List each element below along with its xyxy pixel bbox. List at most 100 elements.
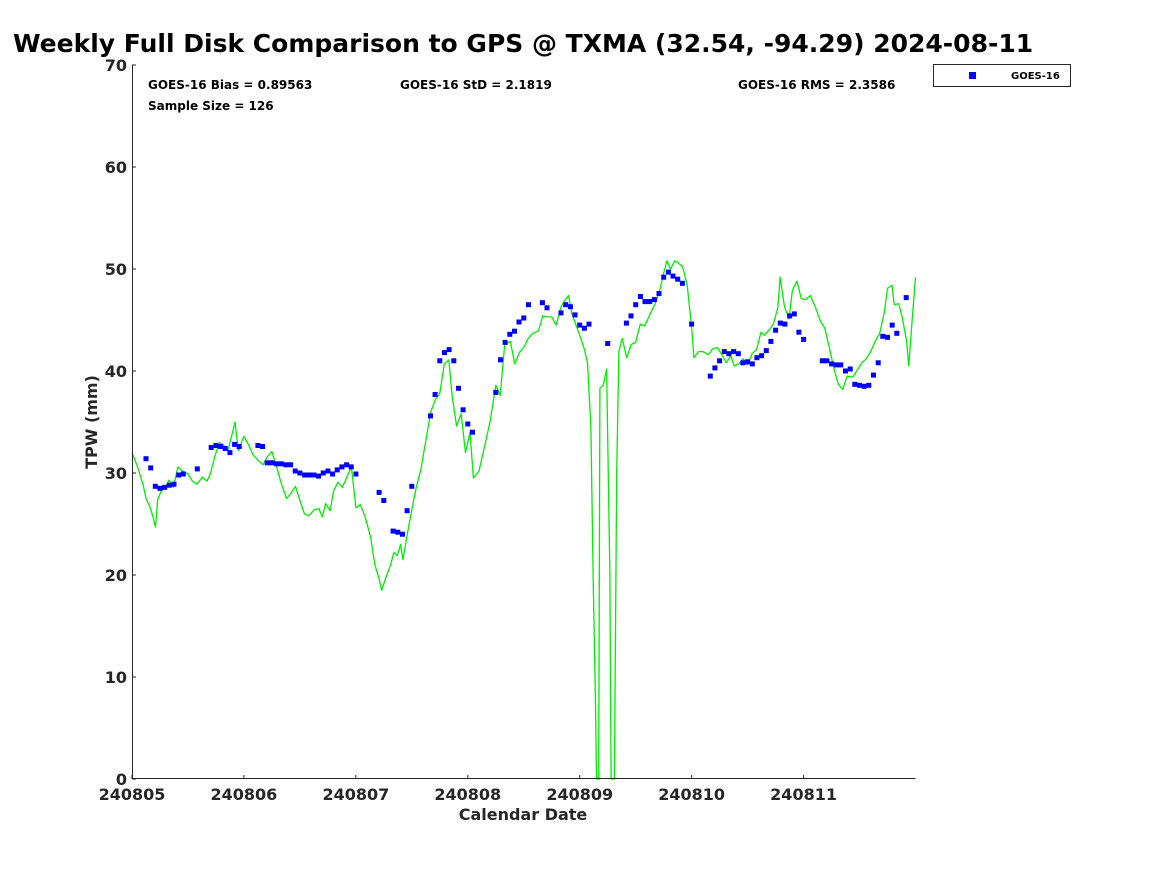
- goes-16-point: [717, 358, 723, 364]
- goes-16-point: [889, 322, 895, 328]
- y-tick-label: 10: [105, 668, 127, 687]
- goes-16-point: [437, 358, 443, 364]
- goes-16-point: [581, 325, 587, 331]
- goes-16-point: [894, 330, 900, 336]
- goes-16-point: [857, 382, 862, 388]
- goes-16-point: [400, 531, 405, 537]
- goes-16-point: [180, 471, 186, 477]
- y-tick-label: 0: [116, 770, 127, 789]
- goes-16-point: [819, 358, 825, 364]
- y-tick-label: 60: [105, 158, 127, 177]
- y-tick-label: 50: [105, 260, 127, 279]
- goes-16-point: [740, 360, 746, 366]
- gps-series: [131, 260, 917, 780]
- goes-16-point: [236, 444, 242, 449]
- goes-16-point: [432, 392, 438, 397]
- goes-16-point: [512, 328, 517, 334]
- goes-16-point: [633, 302, 639, 308]
- goes-16-point: [311, 472, 317, 478]
- goes-16-point: [707, 373, 713, 379]
- legend-marker: [969, 72, 976, 79]
- goes-16-point: [339, 464, 345, 470]
- goes-16-point: [442, 350, 447, 356]
- goes-16-point: [451, 358, 457, 364]
- goes-16-point: [302, 472, 308, 478]
- y-tick-label: 30: [105, 464, 127, 483]
- goes-16-point: [316, 473, 322, 479]
- goes-16-point: [642, 299, 648, 305]
- goes-16-point: [306, 472, 312, 478]
- goes-16-point: [218, 444, 224, 449]
- legend-box: [933, 64, 1071, 87]
- goes-16-point: [833, 362, 839, 368]
- y-tick-label: 20: [105, 566, 127, 585]
- goes-16-point: [470, 429, 475, 435]
- goes-16-point: [325, 468, 331, 474]
- goes-16-point: [320, 470, 326, 476]
- x-tick-label: 240805: [99, 785, 166, 804]
- goes-16-point: [880, 333, 886, 339]
- goes-16-point: [824, 358, 830, 364]
- goes-16-point: [791, 311, 797, 317]
- goes-16-point: [586, 321, 592, 327]
- y-tick-label: 70: [105, 56, 127, 75]
- goes-16-point: [507, 331, 513, 337]
- goes-16-point: [194, 466, 200, 472]
- goes-16-point: [143, 456, 149, 462]
- goes-16-point: [162, 484, 168, 490]
- goes-16-point: [567, 304, 573, 310]
- goes-16-point: [763, 348, 769, 354]
- goes-16-point: [885, 334, 890, 340]
- goes-16-point: [526, 302, 531, 308]
- goes-16-point: [353, 471, 359, 477]
- goes-16-point: [875, 360, 881, 366]
- goes-16-point: [689, 321, 695, 327]
- y-tick-label: 40: [105, 362, 127, 381]
- goes-16-point: [376, 489, 382, 495]
- goes-16-point: [647, 299, 653, 305]
- x-tick-label: 240808: [434, 785, 501, 804]
- goes-16-point: [871, 372, 876, 378]
- goes-16-point: [260, 444, 266, 449]
- goes-16-point: [651, 297, 657, 303]
- goes-series: [143, 269, 909, 537]
- goes-16-point: [274, 461, 280, 467]
- legend-label: GOES-16: [1011, 71, 1060, 82]
- goes-16-point: [465, 421, 471, 427]
- rms-stat: GOES-16 RMS = 2.3586: [738, 78, 895, 92]
- bias-stat: GOES-16 Bias = 0.89563: [148, 78, 312, 92]
- goes-16-point: [344, 462, 350, 468]
- goes-16-point: [726, 351, 732, 357]
- x-tick-label: 240810: [658, 785, 725, 804]
- goes-16-point: [754, 355, 760, 361]
- sample-size-stat: Sample Size = 126: [148, 99, 274, 113]
- goes-16-point: [269, 460, 275, 466]
- goes-16-point: [521, 315, 527, 321]
- goes-16-point: [679, 280, 685, 286]
- goes-16-point: [777, 320, 783, 326]
- goes-16-point: [152, 483, 158, 489]
- goes-16-point: [297, 470, 303, 476]
- goes-16-point: [605, 341, 611, 346]
- goes-16-point: [348, 464, 354, 470]
- goes-16-point: [213, 443, 219, 448]
- goes-16-point: [843, 368, 848, 374]
- goes-16-point: [292, 468, 298, 474]
- goes-16-point: [670, 273, 676, 279]
- goes-16-point: [255, 443, 261, 448]
- goes-16-point: [148, 465, 154, 471]
- goes-16-point: [502, 339, 508, 345]
- goes-16-point: [847, 366, 853, 372]
- goes-16-point: [409, 483, 415, 489]
- legend: GOES-16: [933, 64, 1071, 87]
- goes-16-point: [572, 312, 578, 318]
- goes-16-point: [731, 349, 737, 355]
- goes-16-point: [544, 305, 550, 311]
- goes-16-point: [288, 462, 294, 468]
- goes-16-point: [829, 361, 835, 367]
- goes-16-point: [675, 276, 681, 282]
- x-tick-label: 240806: [211, 785, 278, 804]
- goes-16-point: [861, 383, 867, 389]
- x-tick-label: 240809: [546, 785, 613, 804]
